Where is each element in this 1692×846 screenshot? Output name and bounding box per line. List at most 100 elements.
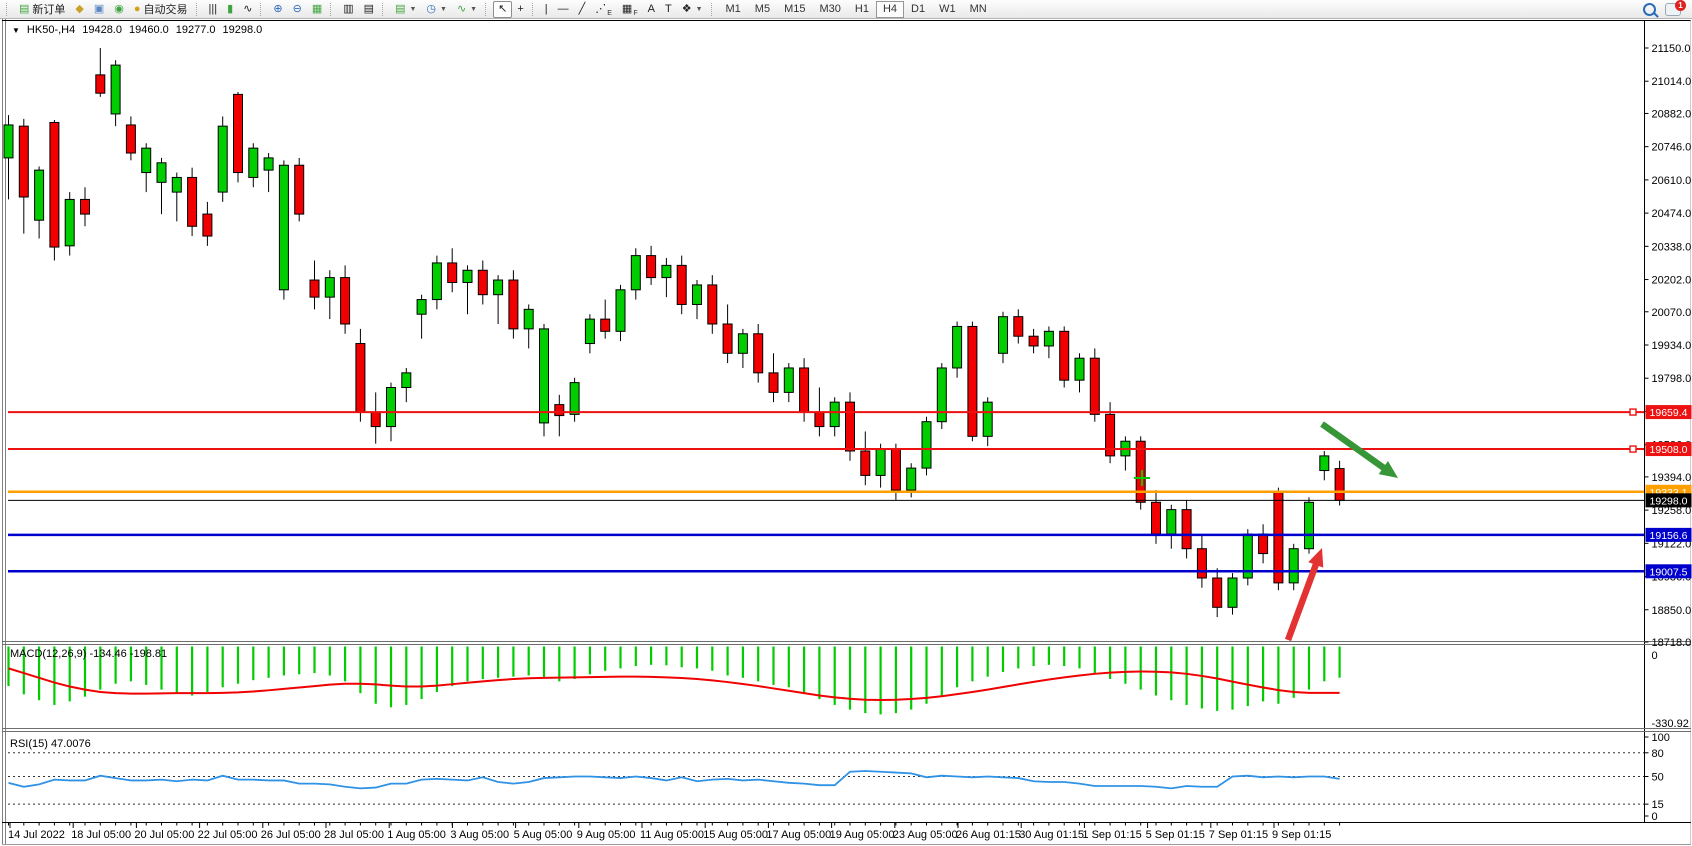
svg-text:20202.0: 20202.0	[1652, 275, 1692, 287]
svg-text:50: 50	[1652, 772, 1664, 784]
grid-button[interactable]: ▦ F	[617, 1, 643, 18]
timeframe-h1[interactable]: H1	[854, 3, 869, 15]
toolbar-separator	[6, 2, 11, 16]
line-chart-icon: ∿	[243, 2, 253, 15]
auto-arrange-button[interactable]: ▥	[338, 1, 358, 18]
icon-subscript: E	[607, 9, 612, 17]
price-axis: 21150.0 21014.0 20882.0 20746.0 20610.0 20474…	[1644, 43, 1692, 649]
svg-text:9 Sep 01:15: 9 Sep 01:15	[1272, 829, 1331, 841]
svg-text:20474.0: 20474.0	[1652, 208, 1692, 220]
red-up-arrow	[1284, 548, 1324, 642]
text-label-icon: T	[664, 2, 672, 15]
timeframe-h4[interactable]: H4	[875, 0, 904, 18]
svg-text:19798.0: 19798.0	[1652, 373, 1692, 385]
new-order-button[interactable]: ▤ 新订单	[14, 1, 70, 18]
candlestick-chart-button[interactable]: ▮	[222, 1, 238, 18]
chart-dropdown-icon[interactable]: ▼	[12, 25, 20, 35]
zoom-in-button[interactable]: ⊕	[268, 1, 287, 18]
svg-text:18 Jul 05:00: 18 Jul 05:00	[71, 829, 131, 841]
svg-text:19659.4: 19659.4	[1650, 407, 1688, 419]
new-chart-dropdown[interactable]: ▤ ▼	[390, 1, 421, 18]
line-chart-button[interactable]: ∿	[238, 1, 257, 18]
svg-text:100: 100	[1652, 732, 1670, 744]
toolbar-separator	[485, 2, 490, 16]
close-value: 19298.0	[222, 24, 263, 36]
auto-arrange-icon: ▥	[343, 2, 354, 15]
toolbar-separator	[260, 2, 265, 16]
fibonacci-icon: ⋰	[595, 2, 607, 15]
timeframe-w1[interactable]: W1	[939, 3, 956, 15]
fibonacci-button[interactable]: ⋰ E	[590, 1, 617, 18]
tile-windows-icon: ▦	[311, 2, 323, 15]
chevron-down-icon: ▼	[440, 5, 447, 13]
toolbar-right-icons: 1	[1643, 0, 1689, 18]
annotations-layer	[1134, 421, 1398, 642]
data-window-button[interactable]: ▣	[89, 1, 109, 18]
svg-text:18718.0: 18718.0	[1652, 637, 1692, 649]
timeframe-mn[interactable]: MN	[969, 3, 987, 15]
cursor-button[interactable]: ↖	[493, 0, 513, 18]
svg-text:-330.92: -330.92	[1652, 718, 1689, 730]
candles-layer[interactable]	[3, 48, 1345, 618]
autotrading-icon: ●	[133, 2, 141, 15]
new-order-icon: ▤	[19, 2, 30, 15]
svg-text:5 Aug 05:00: 5 Aug 05:00	[514, 829, 573, 841]
svg-text:23 Aug 05:00: 23 Aug 05:00	[893, 829, 958, 841]
new-chart-icon: ▤	[395, 2, 406, 15]
svg-text:18850.0: 18850.0	[1652, 605, 1692, 617]
autotrading-button-label: 自动交易	[143, 4, 188, 16]
macd-pane[interactable]: MACD(12,26,9) -134.46 -198.81 0 -330.92	[7, 646, 1689, 731]
low-value: 19277.0	[175, 24, 216, 36]
trendline-button[interactable]: ╱	[574, 1, 591, 18]
text-icon: A	[647, 2, 655, 15]
grid-icon: ▦	[621, 2, 633, 15]
text-label-button[interactable]: T	[660, 1, 677, 18]
timeframe-m1[interactable]: M1	[725, 3, 741, 15]
svg-text:15 Aug 05:00: 15 Aug 05:00	[703, 829, 768, 841]
tile-windows-button[interactable]: ▦	[307, 1, 327, 18]
open-value: 19428.0	[82, 24, 122, 36]
svg-text:1 Sep 01:15: 1 Sep 01:15	[1082, 829, 1141, 841]
svg-text:1 Aug 05:00: 1 Aug 05:00	[387, 829, 446, 841]
chevron-down-icon: ▼	[409, 5, 417, 13]
svg-text:17 Aug 05:00: 17 Aug 05:00	[766, 829, 831, 841]
track-chart-button[interactable]: ▤	[359, 1, 379, 18]
svg-text:19258.0: 19258.0	[1652, 505, 1692, 517]
periods-dropdown[interactable]: ◷ ▼	[421, 1, 452, 18]
svg-text:21014.0: 21014.0	[1652, 76, 1692, 88]
svg-text:19934.0: 19934.0	[1652, 340, 1692, 352]
horizontal-line-button[interactable]: —	[553, 1, 574, 18]
svg-text:5 Sep 01:15: 5 Sep 01:15	[1146, 829, 1205, 841]
svg-text:9 Aug 05:00: 9 Aug 05:00	[577, 829, 636, 841]
zoom-out-button[interactable]: ⊖	[288, 1, 307, 18]
bar-chart-button[interactable]: |||	[204, 1, 223, 18]
green-plus-marker	[1134, 470, 1150, 486]
autotrading-button[interactable]: ● 自动交易	[129, 1, 193, 18]
signals-button[interactable]: ◉	[109, 1, 129, 18]
shapes-icon: ❖	[681, 2, 692, 15]
data-window-icon: ▣	[93, 2, 105, 15]
search-icon[interactable]	[1643, 2, 1659, 18]
text-button[interactable]: A	[643, 1, 660, 18]
svg-text:22 Jul 05:00: 22 Jul 05:00	[198, 829, 258, 841]
chevron-down-icon: ▼	[695, 5, 703, 13]
shapes-dropdown[interactable]: ❖ ▼	[677, 1, 708, 18]
rsi-pane[interactable]: RSI(15) 47.0076 100 80 50 150	[8, 732, 1670, 823]
indicators-dropdown[interactable]: ∿ ▼	[452, 1, 482, 18]
timeframe-m5[interactable]: M5	[754, 3, 771, 15]
svg-text:19394.0: 19394.0	[1652, 472, 1692, 484]
market-watch-button[interactable]: ◆	[70, 1, 88, 18]
svg-text:3 Aug 05:00: 3 Aug 05:00	[450, 829, 509, 841]
timeframe-m30[interactable]: M30	[819, 3, 841, 15]
chart-title: ▼ HK50-,H4 19428.0 19460.0 19277.0 19298…	[12, 24, 262, 36]
horizontal-lines-layer[interactable]: 19659.419508.019333.119298.019156.619007…	[8, 405, 1692, 579]
timeframe-m15[interactable]: M15	[784, 3, 806, 15]
periods-icon: ◷	[426, 2, 437, 15]
timeframe-d1[interactable]: D1	[911, 3, 926, 15]
svg-text:30 Aug 01:15: 30 Aug 01:15	[1019, 829, 1084, 841]
crosshair-button[interactable]: +	[512, 1, 528, 18]
vertical-line-button[interactable]: |	[540, 1, 553, 18]
svg-text:20338.0: 20338.0	[1652, 241, 1692, 253]
notifications-icon[interactable]: 1	[1665, 0, 1686, 16]
